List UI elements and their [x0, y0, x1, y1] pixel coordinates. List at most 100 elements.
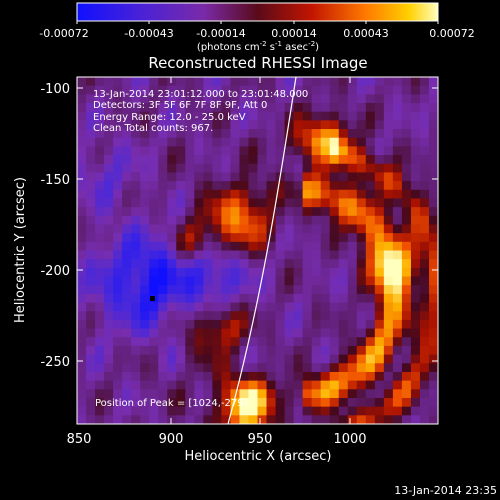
image-pixel	[356, 302, 367, 312]
image-pixel	[257, 198, 268, 208]
image-pixel	[248, 319, 259, 330]
image-pixel	[266, 198, 277, 208]
image-pixel	[329, 345, 340, 356]
image-pixel	[167, 155, 177, 165]
image-pixel	[266, 250, 277, 260]
image-pixel	[338, 380, 349, 390]
image-pixel	[284, 198, 295, 208]
image-pixel	[311, 189, 322, 200]
image-pixel	[275, 328, 286, 338]
image-pixel	[77, 215, 87, 226]
image-pixel	[356, 406, 367, 416]
image-pixel	[401, 267, 412, 278]
image-pixel	[230, 85, 241, 95]
image-pixel	[122, 406, 132, 416]
image-pixel	[131, 207, 141, 217]
image-pixel	[95, 406, 105, 416]
image-pixel	[221, 241, 232, 252]
image-pixel	[149, 328, 159, 338]
image-pixel	[167, 233, 177, 243]
image-pixel	[221, 111, 232, 121]
image-pixel	[257, 172, 268, 182]
image-pixel	[158, 406, 168, 416]
image-pixel	[158, 319, 168, 330]
image-pixel	[95, 354, 105, 364]
image-pixel	[104, 224, 114, 234]
image-pixel	[149, 345, 159, 356]
image-pixel	[401, 389, 412, 399]
image-pixel	[383, 259, 394, 269]
image-pixel	[284, 276, 295, 286]
image-pixel	[293, 181, 304, 191]
image-pixel	[428, 94, 438, 104]
image-pixel	[365, 363, 376, 373]
image-pixel	[266, 77, 277, 87]
image-pixel	[131, 103, 141, 113]
image-pixel	[428, 137, 438, 148]
image-pixel	[275, 363, 286, 373]
image-pixel	[149, 276, 159, 286]
image-pixel	[149, 363, 159, 373]
image-pixel	[95, 311, 105, 321]
image-pixel	[401, 163, 412, 174]
image-pixel	[275, 111, 286, 121]
image-pixel	[176, 250, 186, 260]
image-pixel	[356, 181, 367, 191]
image-pixel	[167, 293, 177, 304]
image-pixel	[383, 146, 394, 156]
image-pixel	[149, 397, 159, 408]
image-pixel	[428, 406, 438, 416]
image-pixel	[320, 215, 331, 226]
image-pixel	[230, 155, 241, 165]
image-pixel	[374, 337, 385, 347]
image-pixel	[392, 233, 403, 243]
image-pixel	[140, 207, 150, 217]
image-pixel	[140, 181, 150, 191]
image-pixel	[176, 224, 186, 234]
image-pixel	[428, 285, 438, 295]
image-pixel	[338, 397, 349, 408]
image-pixel	[284, 129, 295, 139]
image-pixel	[347, 120, 358, 130]
image-pixel	[113, 337, 123, 347]
image-pixel	[311, 285, 322, 295]
image-pixel	[203, 207, 213, 217]
image-pixel	[275, 137, 286, 148]
image-pixel	[311, 207, 322, 217]
image-pixel	[410, 354, 421, 364]
image-pixel	[167, 380, 177, 390]
image-pixel	[140, 415, 150, 424]
image-pixel	[239, 319, 250, 330]
image-pixel	[185, 293, 195, 304]
image-pixel	[266, 241, 277, 252]
image-pixel	[113, 181, 123, 191]
image-pixel	[374, 172, 385, 182]
image-pixel	[230, 250, 241, 260]
rhessi-image	[77, 77, 438, 424]
image-pixel	[95, 345, 105, 356]
image-pixel	[401, 77, 412, 87]
image-pixel	[329, 224, 340, 234]
image-pixel	[320, 94, 331, 104]
image-pixel	[131, 172, 141, 182]
image-pixel	[383, 406, 394, 416]
image-pixel	[383, 215, 394, 226]
image-pixel	[239, 181, 250, 191]
image-pixel	[86, 129, 96, 139]
image-pixel	[230, 259, 241, 269]
image-pixel	[419, 285, 430, 295]
image-pixel	[293, 328, 304, 338]
image-pixel	[383, 328, 394, 338]
image-pixel	[131, 397, 141, 408]
image-pixel	[86, 371, 96, 382]
image-pixel	[284, 380, 295, 390]
image-pixel	[230, 172, 241, 182]
image-pixel	[338, 371, 349, 382]
image-pixel	[77, 198, 87, 208]
image-pixel	[221, 224, 232, 234]
image-pixel	[239, 163, 250, 174]
image-pixel	[131, 241, 141, 252]
image-pixel	[239, 77, 250, 87]
image-pixel	[401, 94, 412, 104]
image-pixel	[338, 215, 349, 226]
